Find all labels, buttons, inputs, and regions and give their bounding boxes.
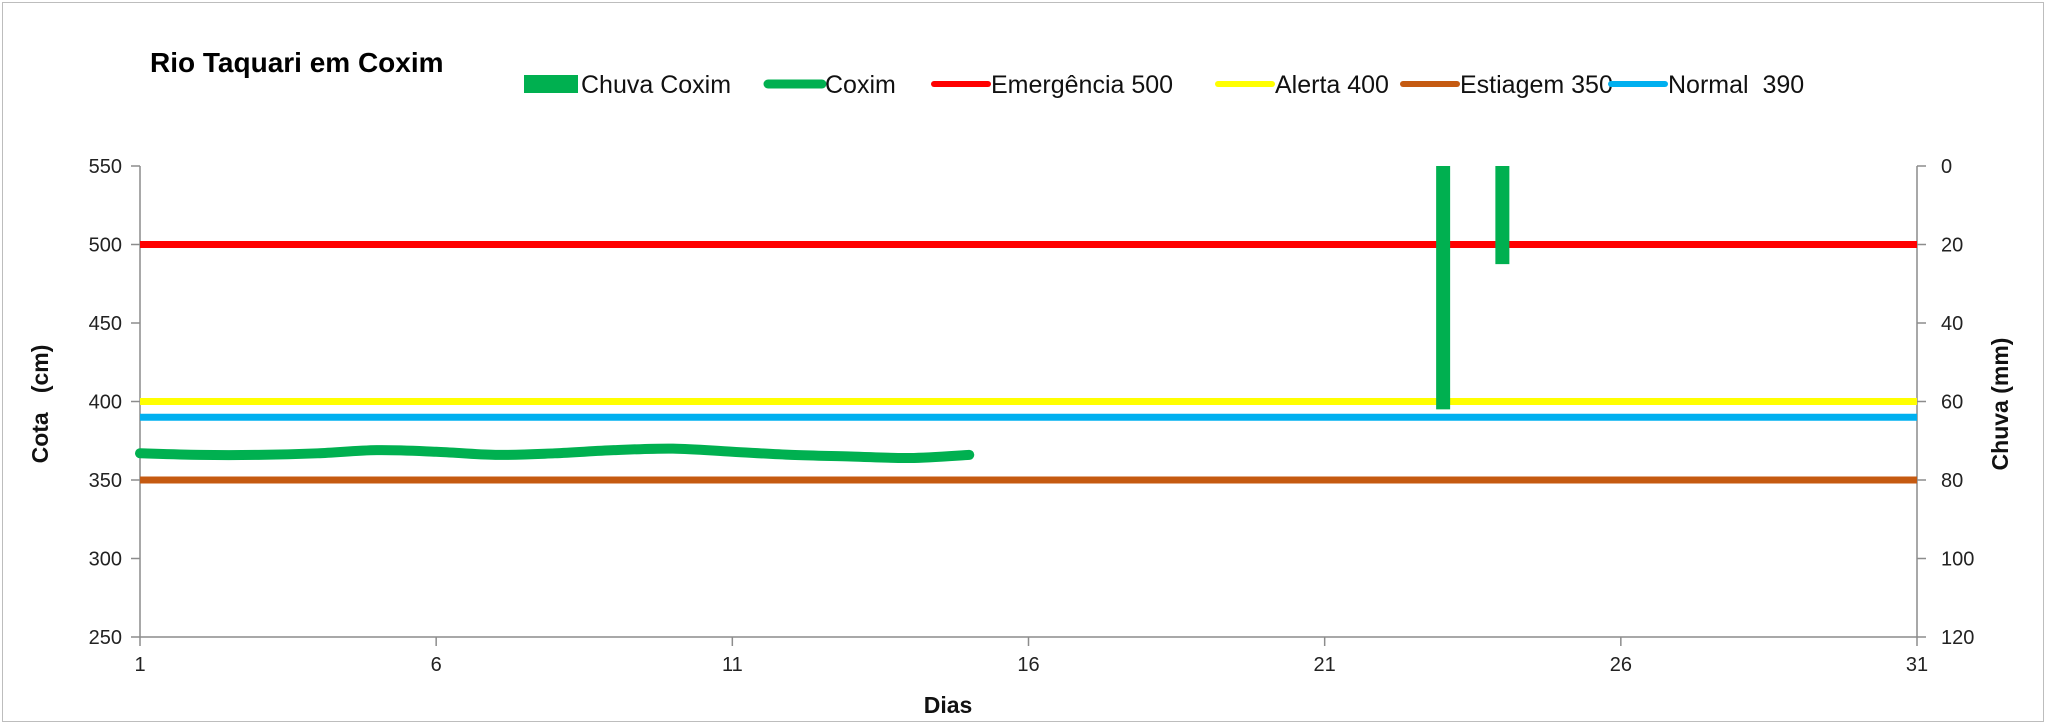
y-tick-label: 450 [89,313,122,335]
x-axis-title: Dias [924,692,973,718]
legend-swatch [524,75,578,93]
y2-tick-label: 0 [1941,156,1952,178]
y2-axis-title: Chuva (mm) [1987,338,2013,471]
rain-bar [1495,166,1510,265]
y-tick-label: 500 [89,235,122,257]
legend-label: Normal 390 [1668,71,1804,99]
legend-label: Estiagem 350 [1460,71,1613,99]
y-tick-label: 300 [89,549,122,571]
y2-tick-label: 120 [1941,627,1974,649]
coxim-line [135,443,975,464]
chart-title: Rio Taquari em Coxim [150,47,444,78]
y-tick-label: 350 [89,470,122,492]
rain-bar [1436,166,1451,410]
y-tick-label: 550 [89,156,122,178]
y2-tick-label: 80 [1941,470,1963,492]
y2-tick-label: 100 [1941,549,1974,571]
y2-tick-label: 60 [1941,392,1963,414]
x-tick-label: 31 [1906,654,1928,676]
legend-label: Coxim [825,71,896,99]
legend-label: Alerta 400 [1275,71,1389,99]
x-tick-label: 21 [1314,654,1336,676]
x-tick-label: 6 [431,654,442,676]
y2-tick-label: 20 [1941,235,1963,257]
y-tick-label: 400 [89,392,122,414]
y-axis-title: Cota (cm) [27,345,53,464]
x-tick-label: 26 [1610,654,1632,676]
marks [135,166,1917,484]
legend-label: Chuva Coxim [581,71,731,99]
legend: Chuva Coxim Coxim Emergência 500 Alerta 400… [524,71,1804,99]
x-tick-label: 11 [722,654,743,676]
x-tick-label: 1 [134,654,145,676]
x-tick-label: 16 [1017,654,1039,676]
y-tick-label: 250 [89,627,122,649]
y2-tick-label: 40 [1941,313,1963,335]
legend-label: Emergência 500 [991,71,1173,99]
